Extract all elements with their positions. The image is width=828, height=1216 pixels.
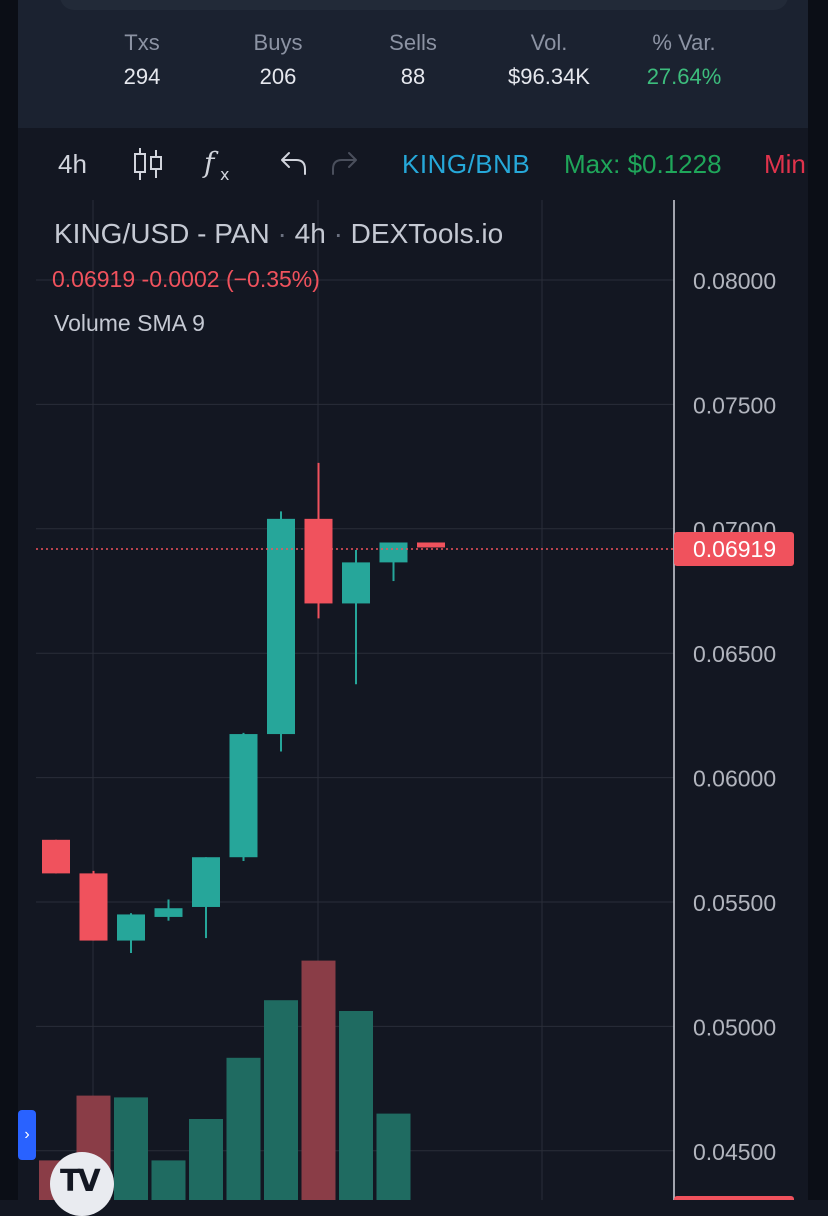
volume-bar (376, 1113, 411, 1200)
stats-topbar (60, 0, 788, 10)
legend-price-line: 0.06919 -0.0002 (−0.35%) (52, 266, 320, 293)
price-axis-tick-label: 0.07500 (693, 392, 776, 418)
stat-value: $96.34K (508, 64, 590, 89)
svg-text:x: x (220, 165, 229, 184)
volume-bar (264, 1000, 298, 1200)
last-price-badge (674, 531, 794, 566)
volume-bar (189, 1119, 223, 1200)
stat-buys: Buys 206 (208, 30, 348, 90)
stat-value: 27.64% (646, 64, 722, 89)
legend-volume-indicator[interactable]: Volume SMA 9 (54, 310, 205, 336)
volume-axis-badge (674, 1196, 794, 1200)
tradingview-logo[interactable]: TV (50, 1152, 114, 1216)
legend-symbol: KING/USD - PAN (54, 218, 270, 249)
price-axis-tick-label: 0.08000 (693, 268, 776, 294)
candle-body (154, 908, 183, 917)
chart-canvas[interactable]: 0.080000.075000.070000.065000.060000.055… (18, 200, 808, 1200)
candle-body (342, 562, 370, 604)
candle-body (192, 857, 220, 907)
stat-label: Txs (124, 30, 160, 55)
redo-icon[interactable] (328, 144, 364, 184)
candle-body (117, 914, 145, 941)
legend-interval: 4h (294, 218, 326, 249)
candle-body (304, 518, 333, 604)
volume-bar (226, 1057, 261, 1200)
stat-variation: % Var. 27.64% (614, 30, 754, 90)
legend-separator: · (277, 218, 287, 249)
pair-link[interactable]: KING/BNB (402, 149, 531, 179)
right-margin (808, 0, 828, 1200)
legend-change-pct: (−0.35%) (225, 266, 320, 292)
price-chart[interactable]: 0.08000 0.07500 0.07000 0.06500 0.06000 0.055… (18, 200, 808, 1200)
price-axis-tick-label: 0.05500 (693, 890, 776, 916)
interval-selector[interactable]: 4h (58, 149, 87, 179)
legend-separator: · (333, 218, 343, 249)
stat-value: 88 (400, 64, 426, 89)
candle-body (229, 734, 258, 858)
price-axis-tick-label: 0.04500 (693, 1139, 776, 1165)
candle-body (417, 542, 445, 548)
last-price-label: 0.06919 (693, 536, 776, 562)
legend-last-price: 0.06919 (52, 266, 136, 292)
stat-label: Buys (253, 30, 303, 55)
stat-label: Vol. (530, 30, 568, 55)
legend-change: -0.0002 (141, 266, 220, 292)
price-axis-tick-label: 0.06500 (693, 641, 776, 667)
chart-legend-title: KING/USD - PAN · 4h · DEXTools.io (54, 218, 503, 250)
token-stats-panel: Txs 294 Buys 206 Sells 88 Vol. $96.34K %… (18, 0, 808, 128)
stat-value: 206 (259, 64, 297, 89)
svg-text:f: f (202, 146, 219, 179)
volume-bar (339, 1011, 373, 1200)
stat-label: Sells (389, 30, 437, 55)
stat-volume: Vol. $96.34K (479, 30, 619, 90)
expand-sidebar-button[interactable]: › (18, 1110, 36, 1160)
price-axis-tick-label: 0.06000 (693, 766, 776, 792)
undo-icon[interactable] (274, 144, 310, 184)
indicators-icon[interactable]: f x (202, 144, 238, 184)
candle-body (79, 873, 108, 941)
stat-value: 294 (123, 64, 161, 89)
candle-body (379, 542, 408, 563)
stat-sells: Sells 88 (343, 30, 483, 90)
volume-bar (114, 1097, 148, 1200)
max-price: Max: $0.1228 (564, 149, 722, 179)
stat-label: % Var. (652, 30, 716, 55)
left-margin (0, 0, 18, 1200)
volume-bar (301, 960, 336, 1200)
chart-toolbar: 4h f x KING/BNB Max: $0.1228 Min (18, 128, 808, 200)
stat-txs: Txs 294 (72, 30, 212, 90)
candlestick-icon[interactable] (130, 144, 166, 184)
price-axis-tick-label: 0.05000 (693, 1014, 776, 1040)
min-price: Min (764, 149, 806, 179)
candle-body (42, 839, 70, 874)
legend-source: DEXTools.io (350, 218, 504, 249)
candle-body (267, 518, 295, 735)
volume-bar (151, 1160, 186, 1200)
